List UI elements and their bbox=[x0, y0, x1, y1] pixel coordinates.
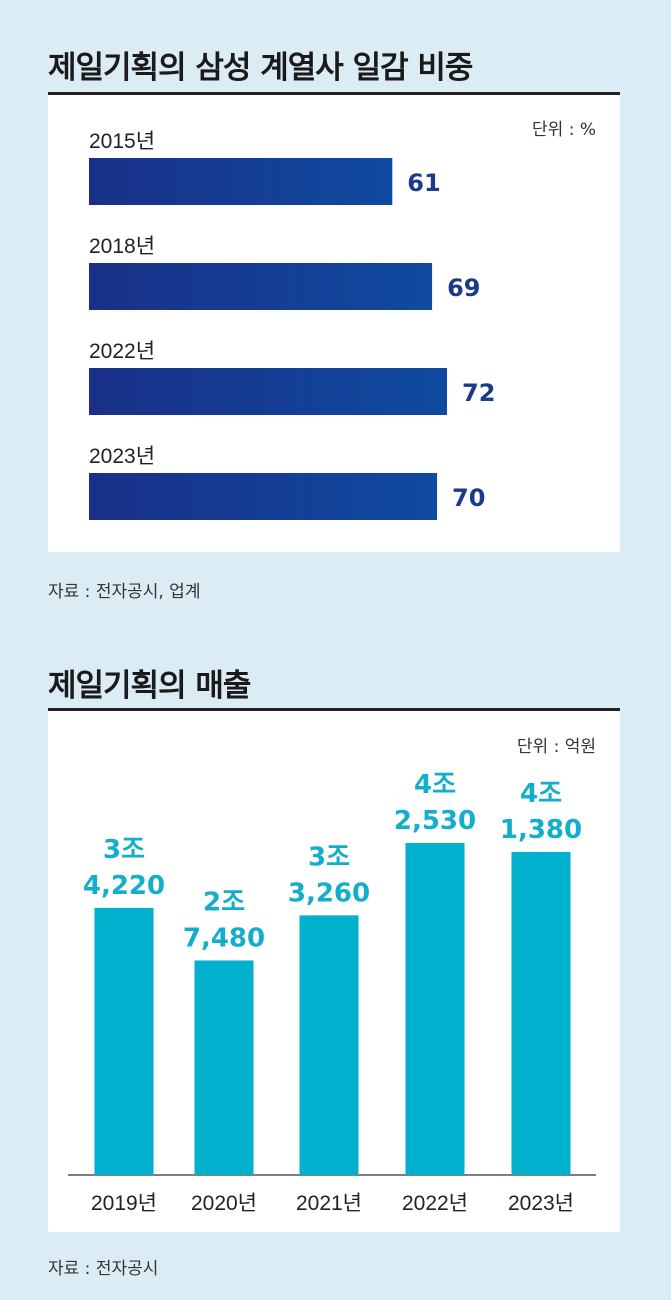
share-bar-chart: 2015년 61 2018년 69 2022년 72 2023년 70 bbox=[89, 130, 495, 520]
data-label: 3,260 bbox=[288, 878, 370, 908]
data-label: 4조 bbox=[520, 779, 562, 809]
data-label: 4조 bbox=[414, 770, 456, 800]
category-label: 2023년 bbox=[89, 445, 155, 468]
bar bbox=[94, 907, 154, 1175]
bar bbox=[89, 368, 447, 415]
data-label: 2조 bbox=[203, 887, 245, 917]
x-tick-label: 2022년 bbox=[402, 1192, 468, 1215]
data-label: 3조 bbox=[103, 835, 145, 865]
x-tick-label: 2021년 bbox=[296, 1192, 362, 1215]
data-label: 1,380 bbox=[500, 815, 582, 845]
chart-title: 제일기획의 삼성 계열사 일감 비중 bbox=[48, 50, 473, 86]
chart-title-revenue: 제일기획의 매출 bbox=[48, 668, 251, 704]
category-label: 2015년 bbox=[89, 130, 155, 153]
bar bbox=[299, 915, 359, 1175]
data-label: 2,530 bbox=[394, 806, 476, 836]
revenue-bar-chart: 3조 4,220 2019년 2조 7,480 2020년 3조 3,260 2021년 4조 2,… bbox=[68, 770, 596, 1215]
x-tick-label: 2023년 bbox=[508, 1192, 574, 1215]
bar bbox=[89, 473, 438, 520]
data-label: 3조 bbox=[308, 842, 350, 872]
data-label: 72 bbox=[462, 379, 495, 407]
data-label: 69 bbox=[447, 274, 480, 302]
data-label: 70 bbox=[452, 484, 485, 512]
data-label: 4,220 bbox=[83, 871, 165, 901]
unit-label: 단위 : 억원 bbox=[516, 737, 596, 757]
chart-panel-share: 단위 : % 2015년 61 2018년 69 2022년 72 2023년 70 bbox=[48, 95, 620, 552]
title-rule bbox=[48, 708, 620, 711]
source-note: 자료 : 전자공시 bbox=[48, 1259, 159, 1279]
bar bbox=[89, 263, 433, 310]
unit-label: 단위 : % bbox=[532, 120, 596, 140]
bar bbox=[511, 851, 571, 1175]
data-label: 7,480 bbox=[183, 923, 265, 953]
bar bbox=[89, 158, 393, 205]
data-label: 61 bbox=[407, 169, 440, 197]
title-rule bbox=[48, 92, 620, 95]
category-label: 2018년 bbox=[89, 235, 155, 258]
x-tick-label: 2020년 bbox=[191, 1192, 257, 1215]
bar bbox=[405, 843, 465, 1175]
source-note: 자료 : 전자공시, 업계 bbox=[48, 582, 201, 602]
x-tick-label: 2019년 bbox=[91, 1192, 157, 1215]
bar bbox=[194, 960, 254, 1175]
chart-panel-revenue: 단위 : 억원 3조 4,220 2019년 2조 7,480 2020년 3조 3,260 2… bbox=[48, 711, 620, 1232]
category-label: 2022년 bbox=[89, 340, 155, 363]
